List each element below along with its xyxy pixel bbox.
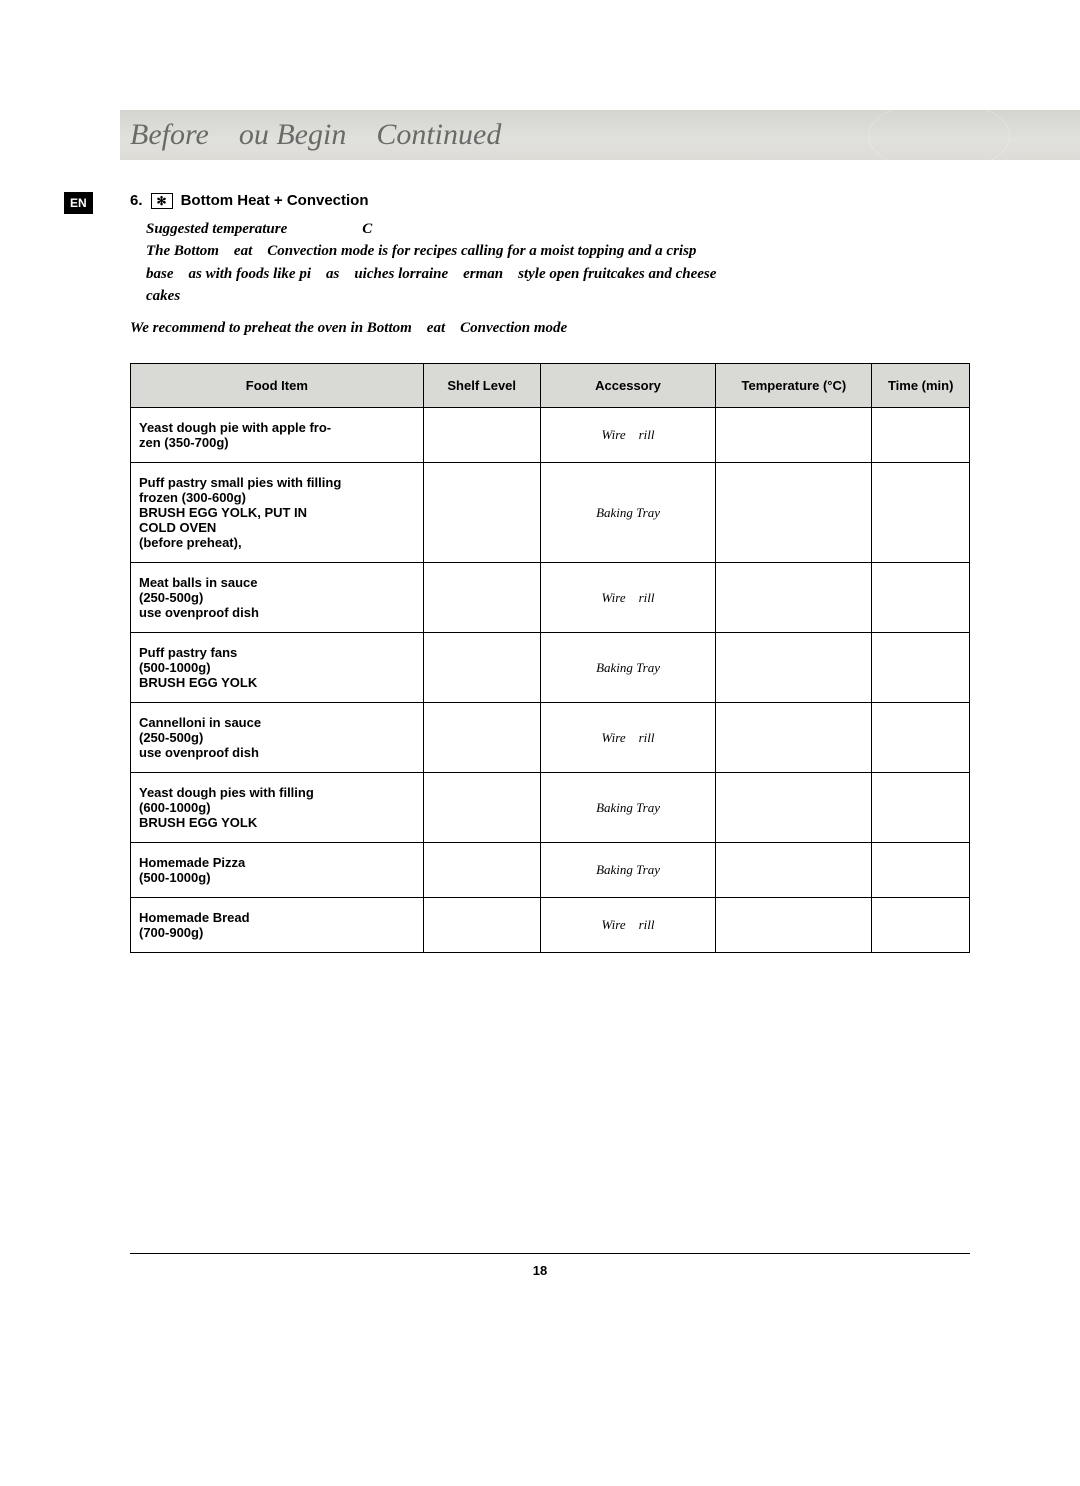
cell-time — [872, 463, 970, 563]
table-row: Cannelloni in sauce(250-500g)use ovenpro… — [131, 703, 970, 773]
cell-time — [872, 563, 970, 633]
cell-shelf — [423, 408, 540, 463]
cell-temp — [716, 898, 872, 953]
cell-accessory: Wire rill — [540, 563, 716, 633]
cell-temp — [716, 463, 872, 563]
cell-shelf — [423, 633, 540, 703]
col-header-food: Food Item — [131, 364, 424, 408]
desc-line-1: Suggested temperature C — [146, 219, 970, 239]
cell-temp — [716, 633, 872, 703]
cell-temp — [716, 408, 872, 463]
language-badge: EN — [64, 192, 93, 214]
cell-food: Puff pastry fans(500-1000g)BRUSH EGG YOL… — [131, 633, 424, 703]
cell-temp — [716, 563, 872, 633]
cell-shelf — [423, 463, 540, 563]
table-header-row: Food ItemShelf LevelAccessoryTemperature… — [131, 364, 970, 408]
cell-food: Meat balls in sauce(250-500g)use ovenpro… — [131, 563, 424, 633]
section-heading: 6. ✻ Bottom Heat + Convection — [130, 192, 970, 209]
cell-food: Yeast dough pie with apple fro-zen (350-… — [131, 408, 424, 463]
col-header-temp: Temperature (°C) — [716, 364, 872, 408]
cell-time — [872, 408, 970, 463]
cell-accessory: Baking Tray — [540, 773, 716, 843]
cell-time — [872, 898, 970, 953]
cell-food: Homemade Bread(700-900g) — [131, 898, 424, 953]
cell-shelf — [423, 703, 540, 773]
header-title: Before ou Begin Continued — [130, 118, 501, 152]
cooking-table: Food ItemShelf LevelAccessoryTemperature… — [130, 363, 970, 953]
cell-food: Cannelloni in sauce(250-500g)use ovenpro… — [131, 703, 424, 773]
cell-accessory: Wire rill — [540, 408, 716, 463]
table-row: Yeast dough pies with filling(600-1000g)… — [131, 773, 970, 843]
section-number: 6. — [130, 192, 143, 209]
description-block: Suggested temperature C The Bottom eat C… — [146, 219, 970, 306]
cell-time — [872, 633, 970, 703]
section-title: Bottom Heat + Convection — [181, 192, 369, 209]
table-row: Yeast dough pie with apple fro-zen (350-… — [131, 408, 970, 463]
main-content: 6. ✻ Bottom Heat + Convection Suggested … — [130, 192, 970, 953]
cell-accessory: Baking Tray — [540, 843, 716, 898]
desc-line-4: cakes — [146, 286, 970, 306]
cell-food: Yeast dough pies with filling(600-1000g)… — [131, 773, 424, 843]
convection-icon: ✻ — [151, 193, 173, 209]
cell-accessory: Baking Tray — [540, 463, 716, 563]
table-row: Homemade Pizza(500-1000g) Baking Tray — [131, 843, 970, 898]
cell-temp — [716, 703, 872, 773]
table-row: Puff pastry fans(500-1000g)BRUSH EGG YOL… — [131, 633, 970, 703]
cell-shelf — [423, 898, 540, 953]
cell-time — [872, 703, 970, 773]
col-header-shelf: Shelf Level — [423, 364, 540, 408]
cell-accessory: Wire rill — [540, 703, 716, 773]
cell-time — [872, 773, 970, 843]
cell-shelf — [423, 563, 540, 633]
table-body: Yeast dough pie with apple fro-zen (350-… — [131, 408, 970, 953]
cell-shelf — [423, 773, 540, 843]
cell-temp — [716, 843, 872, 898]
page-number: 18 — [0, 1263, 1080, 1278]
cell-food: Puff pastry small pies with fillingfroze… — [131, 463, 424, 563]
table-row: Meat balls in sauce(250-500g)use ovenpro… — [131, 563, 970, 633]
footer-rule — [130, 1253, 970, 1254]
cell-temp — [716, 773, 872, 843]
cell-shelf — [423, 843, 540, 898]
table-row: Puff pastry small pies with fillingfroze… — [131, 463, 970, 563]
desc-line-2: The Bottom eat Convection mode is for re… — [146, 241, 970, 261]
header-band: Before ou Begin Continued — [120, 110, 1080, 160]
table-row: Homemade Bread(700-900g) Wire rill — [131, 898, 970, 953]
col-header-time: Time (min) — [872, 364, 970, 408]
cell-accessory: Baking Tray — [540, 633, 716, 703]
cell-food: Homemade Pizza(500-1000g) — [131, 843, 424, 898]
desc-line-3: base as with foods like pi as uiches lor… — [146, 264, 970, 284]
col-header-accessory: Accessory — [540, 364, 716, 408]
recommend-text: We recommend to preheat the oven in Bott… — [130, 320, 970, 337]
cell-time — [872, 843, 970, 898]
cell-accessory: Wire rill — [540, 898, 716, 953]
